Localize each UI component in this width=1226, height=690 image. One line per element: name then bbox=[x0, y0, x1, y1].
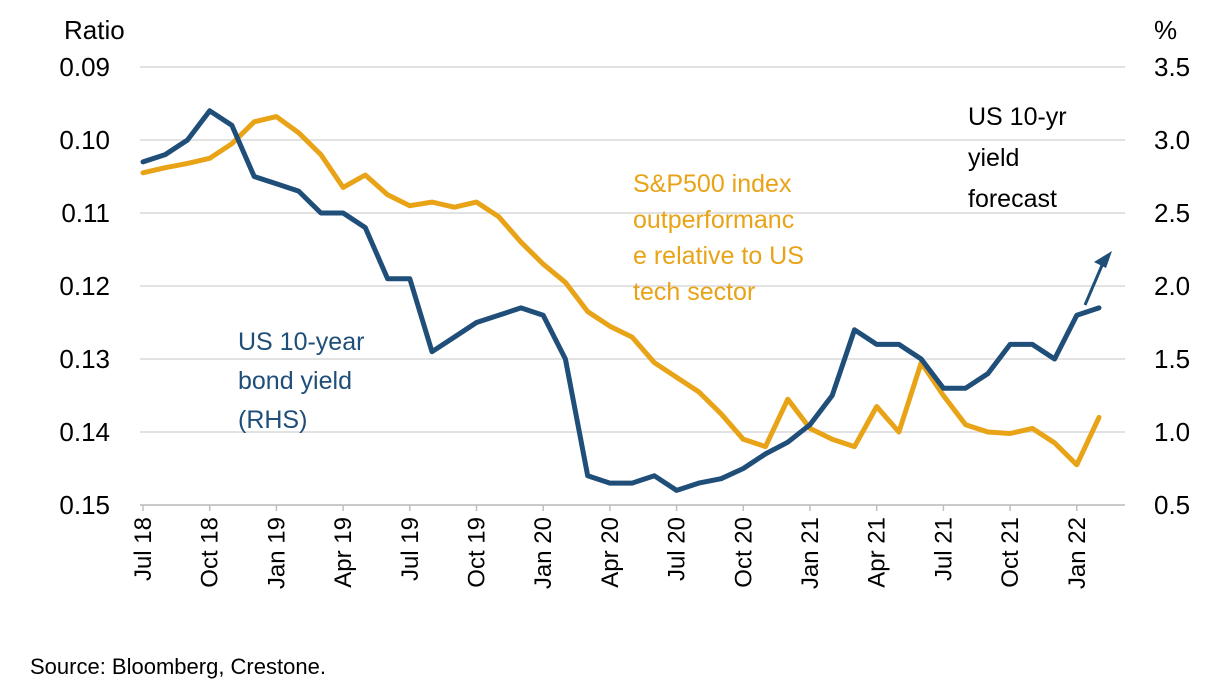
yield-annotation: US 10-year bond yield (RHS) bbox=[238, 328, 371, 434]
forecast-annotation: US 10-yr yield forecast bbox=[968, 103, 1074, 213]
x-tick-label: Jan 20 bbox=[530, 517, 557, 589]
right-axis: 3.5 3.0 2.5 2.0 1.5 1.0 0.5 bbox=[1154, 52, 1190, 520]
right-tick-label: 1.5 bbox=[1154, 344, 1190, 374]
x-tick-label: Oct 18 bbox=[197, 517, 224, 588]
left-tick-label: 0.12 bbox=[59, 271, 110, 301]
forecast-arrowhead bbox=[1094, 251, 1112, 268]
right-axis-title: % bbox=[1154, 15, 1177, 45]
right-tick-label: 1.0 bbox=[1154, 417, 1190, 447]
left-tick-label: 0.14 bbox=[59, 417, 110, 447]
forecast-arrow bbox=[1083, 251, 1112, 306]
x-tick-label: Jul 19 bbox=[397, 517, 424, 581]
right-tick-label: 3.0 bbox=[1154, 125, 1190, 155]
left-axis: 0.09 0.10 0.11 0.12 0.13 0.14 0.15 bbox=[59, 52, 110, 520]
series-layer bbox=[140, 108, 1102, 493]
left-tick-label: 0.15 bbox=[59, 490, 110, 520]
x-tick-label: Jul 21 bbox=[930, 517, 957, 581]
x-tick-label: Jan 19 bbox=[263, 517, 290, 589]
left-axis-title: Ratio bbox=[64, 15, 125, 45]
left-tick-label: 0.11 bbox=[61, 198, 110, 228]
x-tick-label: Oct 21 bbox=[997, 517, 1024, 588]
left-tick-label: 0.13 bbox=[59, 344, 110, 374]
x-tick-label: Apr 21 bbox=[864, 517, 891, 588]
x-tick-label: Apr 20 bbox=[597, 517, 624, 588]
right-tick-label: 2.0 bbox=[1154, 271, 1190, 301]
sp500-annotation: S&P500 index outperformanc e relative to… bbox=[633, 170, 811, 306]
left-tick-label: 0.10 bbox=[59, 125, 110, 155]
left-tick-label: 0.09 bbox=[59, 52, 110, 82]
forecast-arrow-shaft bbox=[1083, 262, 1105, 306]
x-tick-label: Jan 22 bbox=[1064, 517, 1091, 589]
right-tick-label: 2.5 bbox=[1154, 198, 1190, 228]
us10y-yield-line bbox=[140, 108, 1102, 493]
source-note: Source: Bloomberg, Crestone. bbox=[30, 654, 326, 679]
right-tick-label: 0.5 bbox=[1154, 490, 1190, 520]
chart: 0.09 0.10 0.11 0.12 0.13 0.14 0.15 3.5 3.0 2.5 2.… bbox=[59, 15, 1190, 589]
x-tick-label: Jan 21 bbox=[797, 517, 824, 589]
sp500-ratio-line bbox=[140, 114, 1102, 468]
x-tick-label: Jul 18 bbox=[130, 517, 157, 581]
x-tick-label: Oct 20 bbox=[730, 517, 757, 588]
x-axis: Jul 18 Oct 18 Jan 19 Apr 19 Jul 19 Oct 19 Jan … bbox=[130, 504, 1125, 589]
x-tick-label: Apr 19 bbox=[330, 517, 357, 588]
x-tick-label: Jul 20 bbox=[664, 517, 691, 581]
right-tick-label: 3.5 bbox=[1154, 52, 1190, 82]
x-tick-label: Oct 19 bbox=[464, 517, 491, 588]
